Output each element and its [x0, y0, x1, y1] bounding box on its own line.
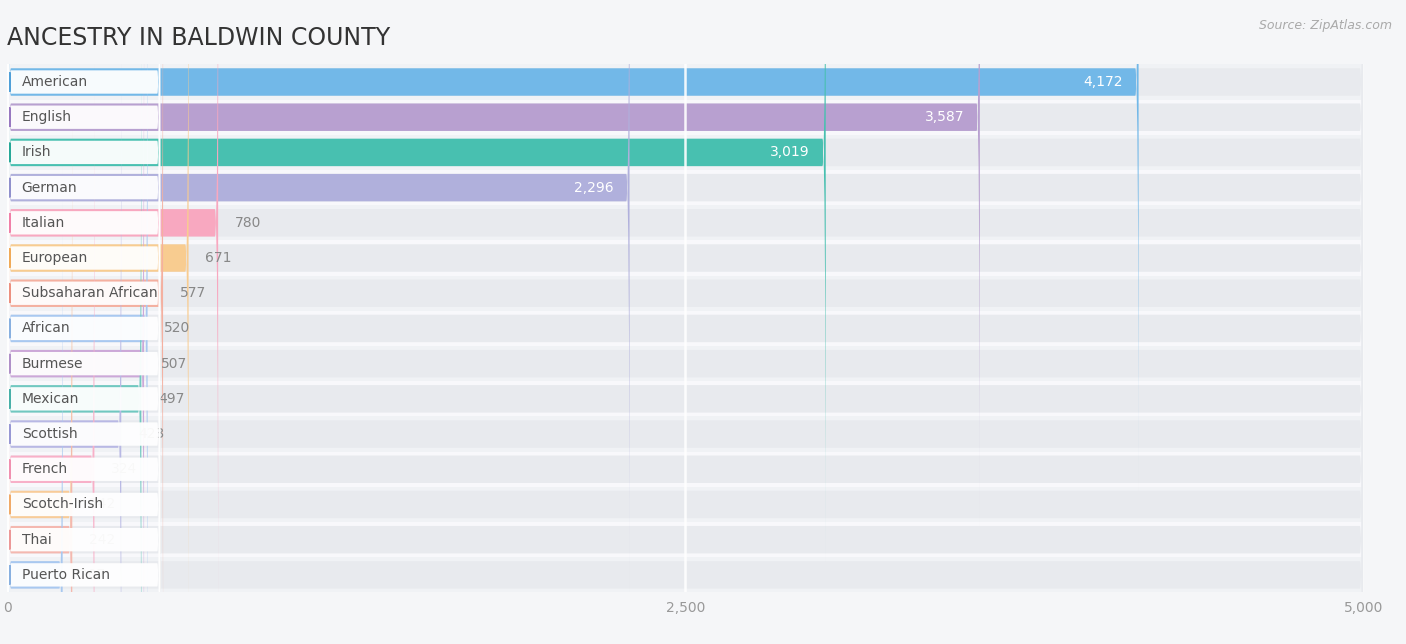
FancyBboxPatch shape [8, 0, 160, 644]
FancyBboxPatch shape [8, 59, 160, 644]
FancyBboxPatch shape [7, 0, 142, 644]
Text: 3,587: 3,587 [925, 110, 965, 124]
Text: 207: 207 [80, 568, 105, 582]
FancyBboxPatch shape [8, 0, 160, 458]
Bar [7, 346, 1364, 381]
Text: Scottish: Scottish [21, 427, 77, 441]
FancyBboxPatch shape [8, 234, 160, 644]
FancyBboxPatch shape [7, 131, 1364, 644]
FancyBboxPatch shape [8, 0, 160, 564]
FancyBboxPatch shape [7, 25, 1364, 644]
FancyBboxPatch shape [7, 131, 72, 644]
FancyBboxPatch shape [7, 0, 1364, 644]
Bar [7, 100, 1364, 135]
Text: ANCESTRY IN BALDWIN COUNTY: ANCESTRY IN BALDWIN COUNTY [7, 26, 389, 50]
Text: 3,019: 3,019 [770, 146, 810, 160]
Text: Puerto Rican: Puerto Rican [21, 568, 110, 582]
FancyBboxPatch shape [7, 0, 1364, 644]
FancyBboxPatch shape [7, 0, 630, 596]
Text: Source: ZipAtlas.com: Source: ZipAtlas.com [1258, 19, 1392, 32]
FancyBboxPatch shape [8, 0, 160, 528]
FancyBboxPatch shape [7, 25, 121, 644]
Bar [7, 487, 1364, 522]
Text: 577: 577 [180, 286, 207, 300]
FancyBboxPatch shape [7, 0, 1364, 561]
FancyBboxPatch shape [7, 0, 163, 644]
Text: Mexican: Mexican [21, 392, 79, 406]
FancyBboxPatch shape [7, 0, 148, 644]
FancyBboxPatch shape [7, 0, 1364, 491]
FancyBboxPatch shape [7, 0, 825, 561]
FancyBboxPatch shape [7, 0, 980, 526]
FancyBboxPatch shape [8, 129, 160, 644]
FancyBboxPatch shape [7, 0, 1364, 644]
Bar [7, 451, 1364, 487]
Text: 520: 520 [165, 321, 191, 336]
Text: American: American [21, 75, 87, 89]
Text: Burmese: Burmese [21, 357, 83, 371]
FancyBboxPatch shape [7, 0, 1364, 644]
FancyBboxPatch shape [7, 96, 1364, 644]
Text: 2,296: 2,296 [574, 180, 614, 194]
Bar [7, 276, 1364, 311]
Bar [7, 557, 1364, 592]
FancyBboxPatch shape [7, 61, 94, 644]
Text: 507: 507 [160, 357, 187, 371]
Text: Subsaharan African: Subsaharan African [21, 286, 157, 300]
FancyBboxPatch shape [7, 0, 143, 644]
Text: 497: 497 [159, 392, 184, 406]
FancyBboxPatch shape [7, 0, 1364, 526]
Text: 4,172: 4,172 [1084, 75, 1123, 89]
Text: 423: 423 [138, 427, 165, 441]
Text: African: African [21, 321, 70, 336]
Text: 242: 242 [89, 533, 115, 547]
FancyBboxPatch shape [7, 166, 63, 644]
Text: 780: 780 [235, 216, 262, 230]
Text: Thai: Thai [21, 533, 52, 547]
FancyBboxPatch shape [8, 0, 160, 634]
FancyBboxPatch shape [7, 0, 1364, 596]
Text: Scotch-Irish: Scotch-Irish [21, 497, 103, 511]
Text: 324: 324 [111, 462, 138, 477]
FancyBboxPatch shape [7, 0, 218, 632]
Text: German: German [21, 180, 77, 194]
FancyBboxPatch shape [8, 23, 160, 644]
FancyBboxPatch shape [7, 0, 1364, 644]
FancyBboxPatch shape [7, 61, 1364, 644]
Text: 671: 671 [205, 251, 232, 265]
Text: Italian: Italian [21, 216, 65, 230]
Bar [7, 240, 1364, 276]
FancyBboxPatch shape [7, 0, 188, 644]
FancyBboxPatch shape [7, 0, 1139, 491]
Bar [7, 417, 1364, 451]
FancyBboxPatch shape [7, 96, 72, 644]
Text: European: European [21, 251, 89, 265]
Text: Irish: Irish [21, 146, 51, 160]
Bar [7, 522, 1364, 557]
FancyBboxPatch shape [8, 93, 160, 644]
Text: English: English [21, 110, 72, 124]
Bar [7, 170, 1364, 205]
FancyBboxPatch shape [7, 166, 1364, 644]
Bar [7, 64, 1364, 100]
Bar [7, 311, 1364, 346]
FancyBboxPatch shape [8, 164, 160, 644]
Bar [7, 205, 1364, 240]
FancyBboxPatch shape [8, 0, 160, 598]
FancyBboxPatch shape [7, 0, 1364, 632]
Text: 242: 242 [89, 497, 115, 511]
FancyBboxPatch shape [8, 0, 160, 422]
Bar [7, 381, 1364, 417]
FancyBboxPatch shape [8, 0, 160, 493]
FancyBboxPatch shape [8, 199, 160, 644]
Bar [7, 135, 1364, 170]
Text: French: French [21, 462, 67, 477]
